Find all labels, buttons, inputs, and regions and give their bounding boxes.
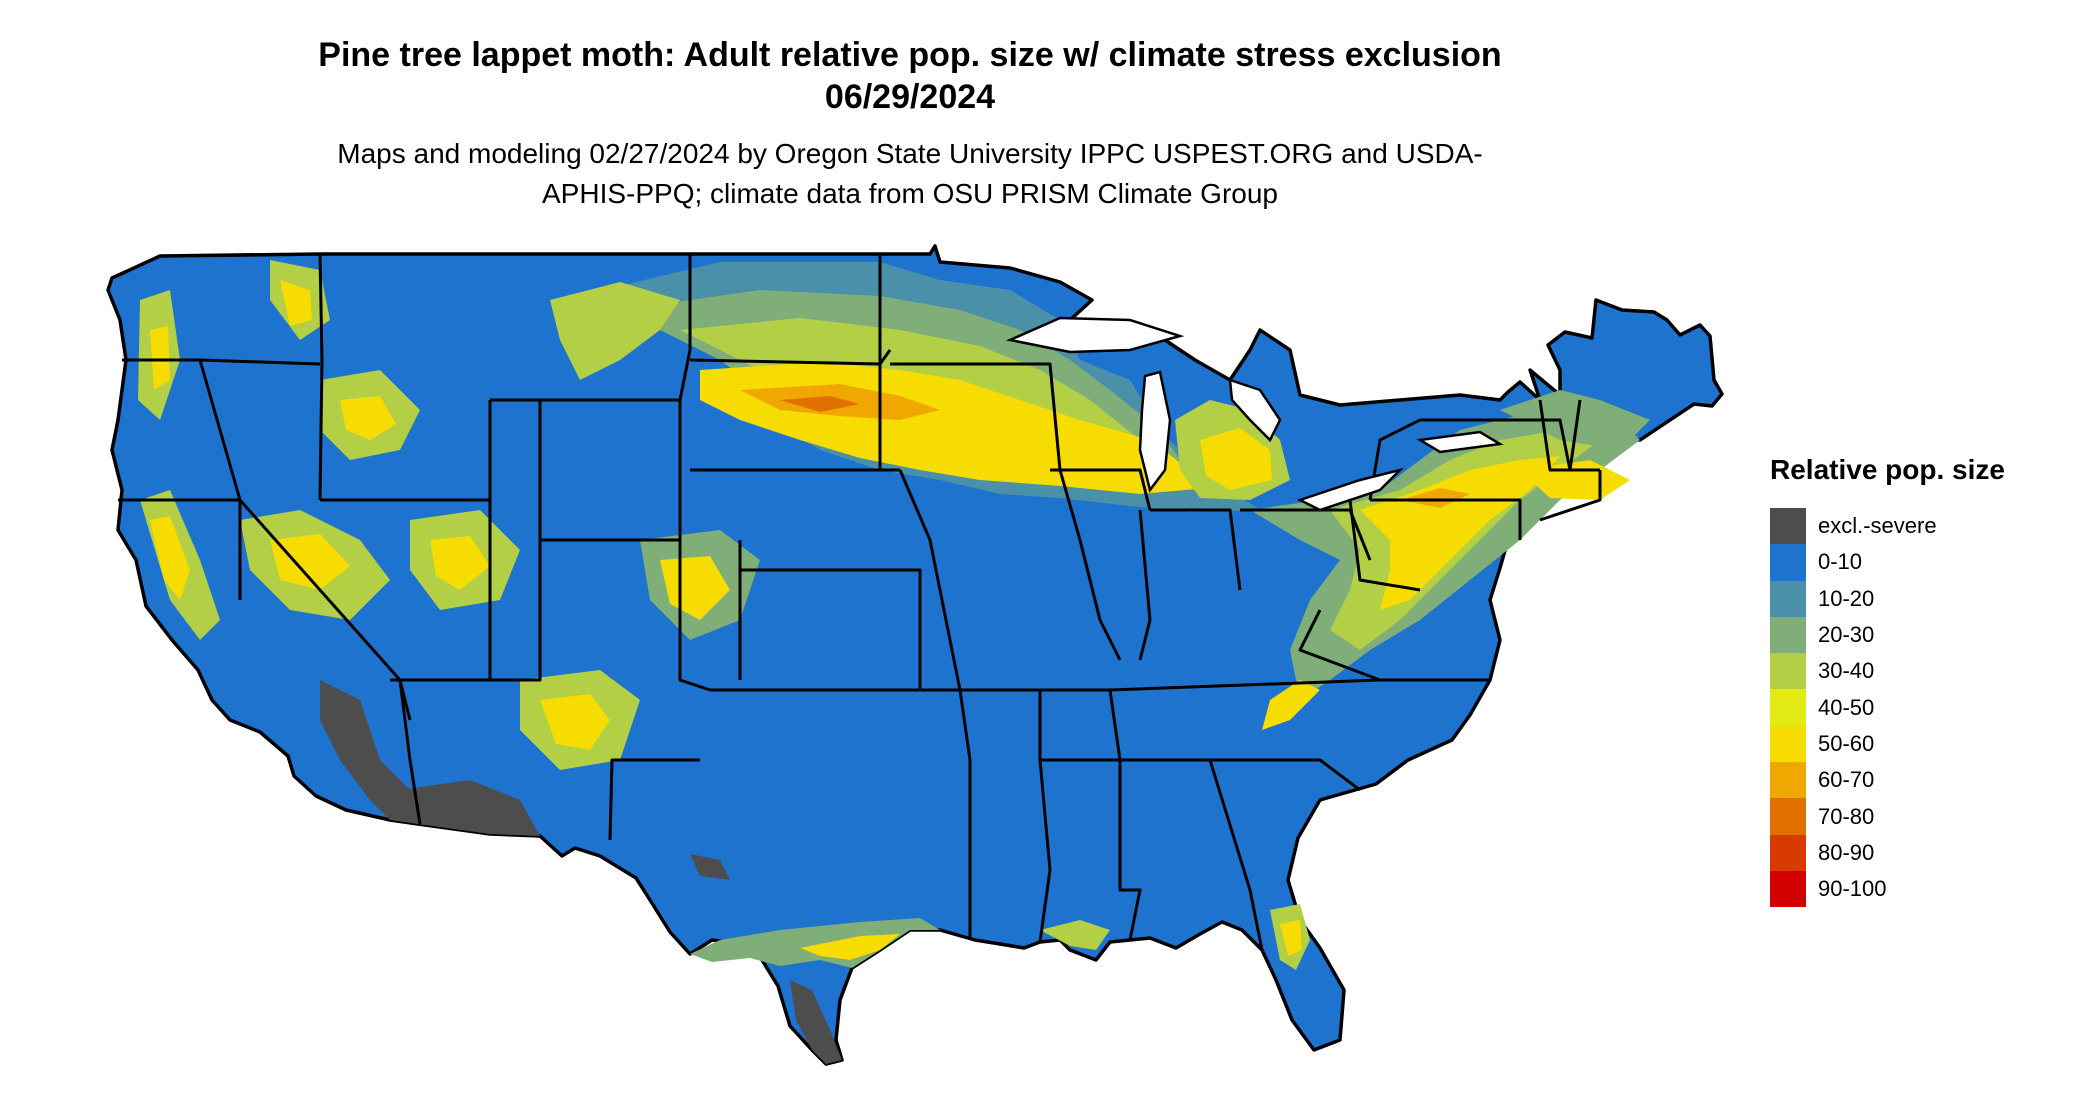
legend-item: 40-50 bbox=[1770, 689, 2070, 726]
legend-label: 50-60 bbox=[1818, 730, 1875, 756]
legend-swatch bbox=[1770, 870, 1806, 908]
legend-swatch bbox=[1770, 798, 1806, 835]
legend-label: 60-70 bbox=[1818, 767, 1875, 793]
lake-ontario bbox=[1416, 430, 1504, 454]
legend-label: 20-30 bbox=[1818, 622, 1875, 648]
legend-item: 50-60 bbox=[1770, 725, 2070, 763]
legend-label: 30-40 bbox=[1818, 658, 1875, 684]
legend-item: 70-80 bbox=[1770, 798, 2070, 835]
legend-label: 10-20 bbox=[1818, 585, 1875, 611]
legend-title: Relative pop. size bbox=[1770, 454, 2005, 485]
legend-label: excl.-severe bbox=[1818, 513, 1937, 539]
legend-label: 90-100 bbox=[1818, 876, 1887, 902]
legend-item: 80-90 bbox=[1770, 834, 2070, 871]
suitability-overlays bbox=[138, 260, 1650, 1064]
legend-item: excl.-severe bbox=[1770, 508, 2070, 545]
legend-swatch bbox=[1770, 762, 1806, 799]
legend-item: 60-70 bbox=[1770, 762, 2070, 799]
legend-label: 0-10 bbox=[1818, 549, 1863, 575]
legend-swatch bbox=[1770, 653, 1806, 690]
legend-item: 20-30 bbox=[1770, 616, 2070, 654]
legend-item: 90-100 bbox=[1770, 870, 2070, 908]
lake-erie bbox=[1296, 467, 1405, 512]
state-borders bbox=[118, 253, 1602, 951]
legend-swatch bbox=[1770, 544, 1806, 581]
legend-swatch bbox=[1770, 508, 1806, 545]
legend-swatch bbox=[1770, 689, 1806, 726]
legend-swatch bbox=[1770, 834, 1806, 871]
legend-swatch bbox=[1770, 725, 1806, 763]
legend-item: 30-40 bbox=[1770, 653, 2070, 690]
legend-swatch bbox=[1770, 580, 1806, 617]
map-title: Pine tree lappet moth: Adult relative po… bbox=[318, 36, 1502, 116]
legend-swatch bbox=[1770, 616, 1806, 654]
lake-huron bbox=[1228, 378, 1282, 443]
legend: Relative pop. size excl.-severe 0-10 10-… bbox=[1770, 452, 2070, 908]
great-lakes bbox=[1005, 316, 1504, 512]
legend-label: 80-90 bbox=[1818, 839, 1875, 865]
map-subtitle: Maps and modeling 02/27/2024 by Oregon S… bbox=[337, 138, 1483, 209]
lake-superior bbox=[1005, 316, 1185, 354]
legend-item: 10-20 bbox=[1770, 580, 2070, 617]
legend-items: excl.-severe 0-10 10-20 20-30 30-40 40-5… bbox=[1770, 508, 2070, 908]
legend-label: 70-80 bbox=[1818, 803, 1875, 829]
lake-michigan bbox=[1138, 370, 1172, 493]
legend-label: 40-50 bbox=[1818, 694, 1875, 720]
legend-item: 0-10 bbox=[1770, 544, 2070, 581]
